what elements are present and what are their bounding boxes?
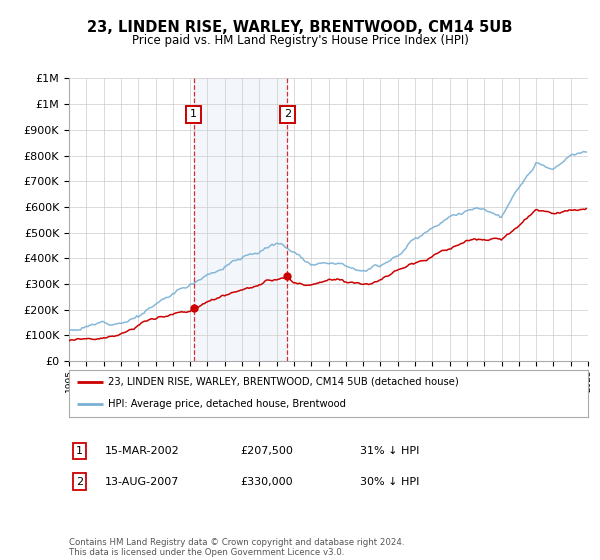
Text: 1: 1	[190, 109, 197, 119]
Text: HPI: Average price, detached house, Brentwood: HPI: Average price, detached house, Bren…	[108, 399, 346, 409]
Text: 2: 2	[76, 477, 83, 487]
Text: 15-MAR-2002: 15-MAR-2002	[105, 446, 180, 456]
Text: 31% ↓ HPI: 31% ↓ HPI	[360, 446, 419, 456]
Text: Price paid vs. HM Land Registry's House Price Index (HPI): Price paid vs. HM Land Registry's House …	[131, 34, 469, 46]
Text: £330,000: £330,000	[240, 477, 293, 487]
Text: 1: 1	[76, 446, 83, 456]
Text: 30% ↓ HPI: 30% ↓ HPI	[360, 477, 419, 487]
Bar	[194, 78, 287, 361]
Text: £207,500: £207,500	[240, 446, 293, 456]
Text: 13-AUG-2007: 13-AUG-2007	[105, 477, 179, 487]
Text: Contains HM Land Registry data © Crown copyright and database right 2024.
This d: Contains HM Land Registry data © Crown c…	[69, 538, 404, 557]
Text: 2: 2	[284, 109, 291, 119]
Text: 23, LINDEN RISE, WARLEY, BRENTWOOD, CM14 5UB (detached house): 23, LINDEN RISE, WARLEY, BRENTWOOD, CM14…	[108, 376, 458, 386]
Text: 23, LINDEN RISE, WARLEY, BRENTWOOD, CM14 5UB: 23, LINDEN RISE, WARLEY, BRENTWOOD, CM14…	[88, 20, 512, 35]
